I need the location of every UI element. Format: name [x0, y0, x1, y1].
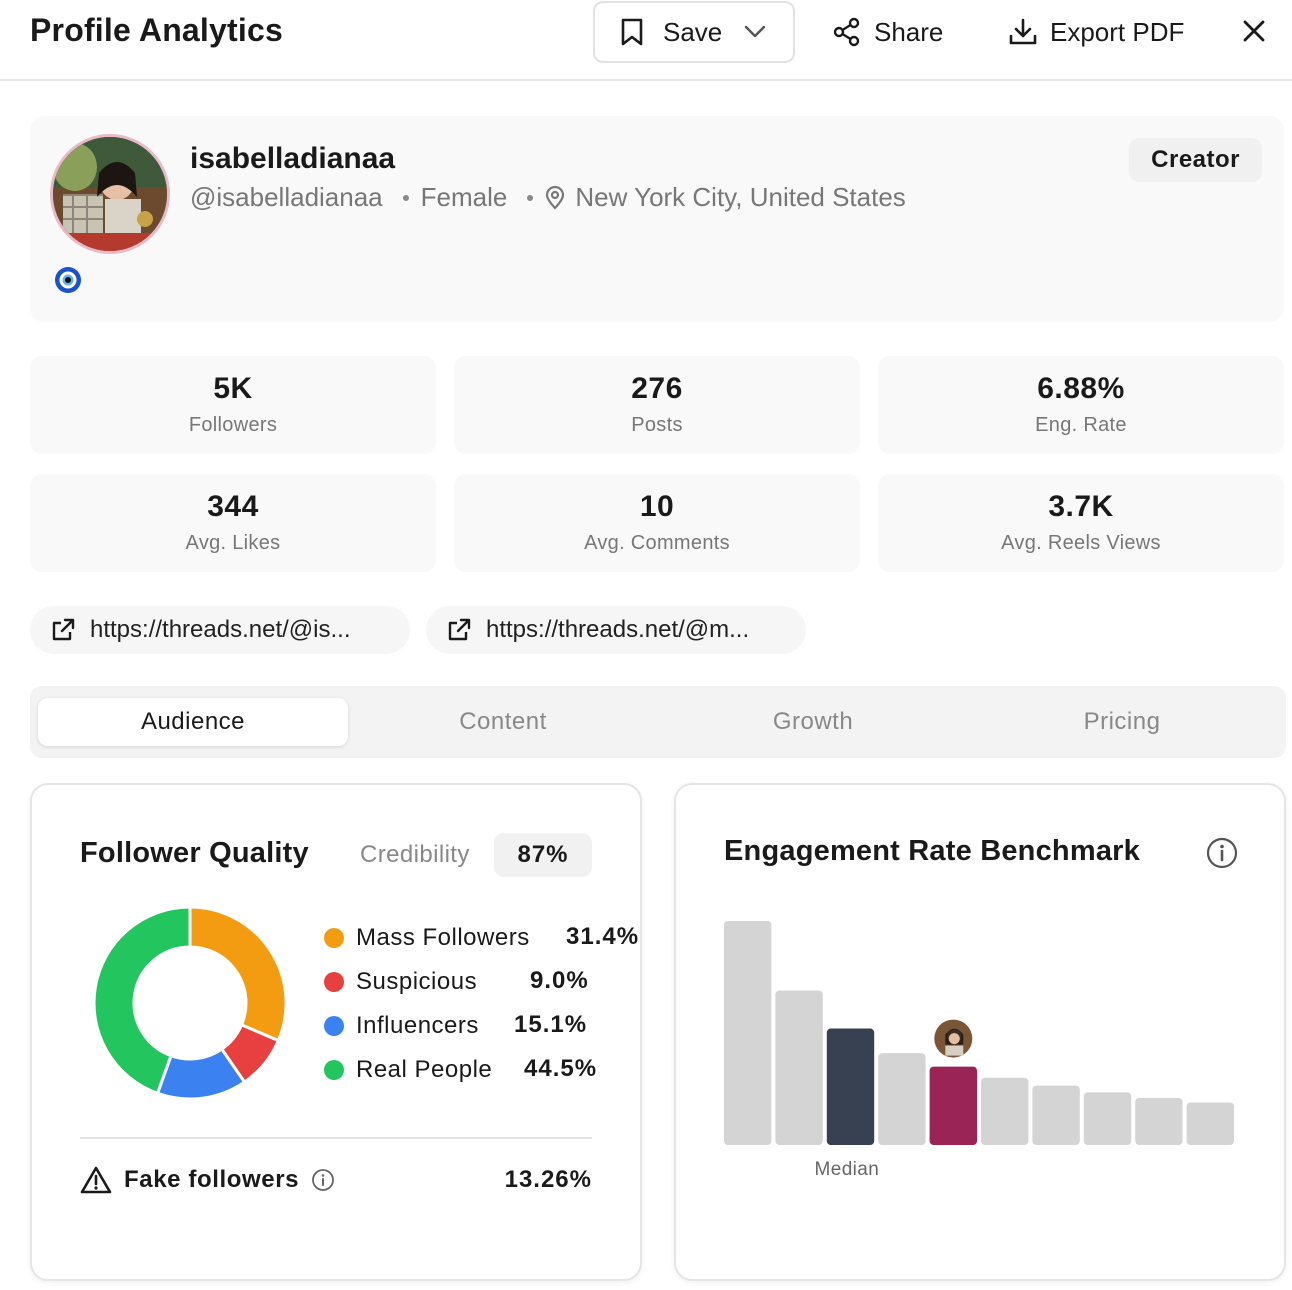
legend-suspicious: Suspicious: [324, 967, 477, 997]
stat-posts: 276 Posts: [454, 356, 860, 454]
stat-value: 10: [639, 490, 675, 523]
credibility-value: 87%: [494, 833, 592, 877]
external-link-icon: [446, 617, 472, 643]
link-text: https://threads.net/@m...: [486, 616, 750, 643]
profile-handle: @isabelladianaa: [190, 182, 383, 212]
stat-followers: 5K Followers: [30, 356, 436, 454]
separator-dot: [527, 194, 534, 201]
legend-mass-followers: Mass Followers: [324, 923, 530, 953]
export-pdf-button[interactable]: Export PDF: [1008, 12, 1184, 52]
link-text: https://threads.net/@is...: [90, 616, 351, 643]
info-icon[interactable]: [1206, 837, 1238, 869]
donut-slice-mass-followers: [188, 905, 288, 1043]
engagement-benchmark-chart: [724, 921, 1234, 1145]
save-button[interactable]: Save: [593, 1, 795, 63]
profile-meta: @isabelladianaa Female New York City, Un…: [190, 182, 906, 213]
bookmark-icon: [619, 17, 645, 47]
legend-dot: [324, 1016, 344, 1036]
legend-label: Influencers: [356, 1012, 479, 1039]
profile-marker-avatar: [931, 1016, 976, 1061]
legend-influencers: Influencers: [324, 1011, 479, 1041]
stat-value: 3.7K: [1048, 490, 1114, 523]
stat-value: 6.88%: [1037, 372, 1125, 405]
chevron-down-icon[interactable]: [744, 25, 766, 39]
share-icon: [832, 17, 862, 47]
profile-username: isabelladianaa: [190, 142, 396, 175]
stat-label: Avg. Reels Views: [1001, 532, 1161, 554]
benchmark-bar: [775, 990, 823, 1145]
export-label: Export PDF: [1050, 16, 1185, 47]
benchmark-bar: [878, 1053, 926, 1145]
fake-followers-label: Fake followers: [124, 1166, 300, 1193]
save-label: Save: [663, 16, 723, 47]
median-label: Median: [814, 1159, 880, 1180]
legend-dot: [324, 972, 344, 992]
stat-value: 344: [207, 490, 259, 523]
benchmark-bar: [1032, 1085, 1080, 1145]
engagement-benchmark-card: Engagement Rate Benchmark Median: [674, 783, 1286, 1281]
engagement-benchmark-title: Engagement Rate Benchmark: [724, 835, 1140, 867]
profile-gender: Female: [420, 182, 508, 212]
divider: [80, 1137, 592, 1139]
share-button[interactable]: Share: [832, 12, 943, 52]
warning-icon: [80, 1165, 112, 1195]
credibility-label: Credibility: [360, 841, 470, 868]
tab-audience[interactable]: Audience: [38, 698, 348, 746]
stat-value: 276: [631, 372, 683, 405]
donut-slice-real-people: [92, 905, 192, 1096]
legend-dot: [324, 1060, 344, 1080]
stat-avg-likes: 344 Avg. Likes: [30, 474, 436, 572]
close-icon[interactable]: [1238, 15, 1270, 47]
profile-location: New York City, United States: [575, 182, 906, 212]
follower-quality-donut: [92, 905, 288, 1101]
stat-label: Eng. Rate: [1035, 414, 1127, 436]
threads-link-1[interactable]: https://threads.net/@is...: [30, 606, 410, 654]
stat-avg-reels-views: 3.7K Avg. Reels Views: [878, 474, 1284, 572]
info-icon[interactable]: [311, 1168, 335, 1192]
stat-label: Posts: [631, 414, 683, 436]
top-bar: Profile Analytics Save Share Export PDF: [0, 0, 1292, 81]
external-link-icon: [50, 617, 76, 643]
tab-pricing[interactable]: Pricing: [1083, 708, 1161, 735]
fake-followers-row: Fake followers 13.26%: [80, 1163, 592, 1197]
benchmark-bar-profile: [929, 1066, 977, 1145]
follower-quality-title: Follower Quality: [80, 837, 309, 869]
benchmark-bar: [1135, 1097, 1183, 1145]
legend-label: Mass Followers: [356, 924, 530, 951]
stat-label: Avg. Comments: [584, 532, 730, 554]
benchmark-bar: [1186, 1102, 1234, 1145]
legend-value: 9.0%: [530, 967, 589, 994]
legend-dot: [324, 928, 344, 948]
location-pin-icon: [545, 185, 565, 210]
threads-link-2[interactable]: https://threads.net/@m...: [426, 606, 806, 654]
benchmark-bar: [981, 1077, 1029, 1145]
tab-bar: Audience Content Growth Pricing: [30, 686, 1286, 758]
stat-engagement-rate: 6.88% Eng. Rate: [878, 356, 1284, 454]
follower-quality-card: Follower Quality Credibility 87% Mass Fo…: [30, 783, 642, 1281]
legend-real-people: Real People: [324, 1055, 492, 1085]
legend-label: Real People: [356, 1056, 493, 1083]
account-type-badge: Creator: [1129, 138, 1262, 182]
legend-value: 31.4%: [566, 923, 640, 950]
legend-label: Suspicious: [356, 968, 478, 995]
profile-card: isabelladianaa @isabelladianaa Female Ne…: [30, 116, 1284, 322]
legend-value: 15.1%: [514, 1011, 588, 1038]
download-icon: [1008, 17, 1038, 47]
share-label: Share: [874, 16, 944, 47]
stat-value: 5K: [213, 372, 253, 405]
tab-growth[interactable]: Growth: [772, 708, 854, 735]
tab-content[interactable]: Content: [459, 708, 547, 735]
legend-value: 44.5%: [524, 1055, 598, 1082]
stat-label: Followers: [188, 414, 278, 436]
evil-eye-emoji: [54, 266, 82, 294]
benchmark-bar-median: [826, 1028, 875, 1145]
separator-dot: [402, 194, 409, 201]
avatar: [50, 134, 170, 254]
fake-followers-value: 13.26%: [504, 1166, 592, 1193]
page-title: Profile Analytics: [30, 12, 283, 48]
stat-label: Avg. Likes: [185, 532, 281, 554]
stat-avg-comments: 10 Avg. Comments: [454, 474, 860, 572]
benchmark-bar: [724, 921, 772, 1145]
benchmark-bar: [1083, 1092, 1132, 1145]
